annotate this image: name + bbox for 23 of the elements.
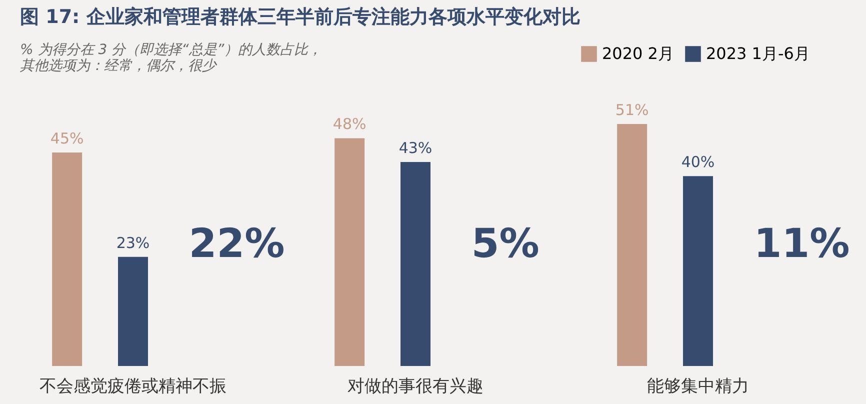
data-label: 40%: [681, 153, 715, 172]
bar: [400, 162, 430, 366]
bar: [617, 124, 648, 366]
bar: [334, 138, 365, 366]
data-label: 23%: [116, 234, 150, 252]
x-tick-label: 能够集中精力: [647, 376, 749, 396]
data-label: 48%: [332, 115, 366, 134]
data-label: 43%: [398, 138, 432, 157]
bar: [683, 176, 713, 366]
data-label: 45%: [50, 129, 84, 148]
bar: [118, 256, 148, 366]
text: 其他选项为：经常，偶尔，很少: [20, 58, 216, 74]
annotation: 22%: [188, 221, 285, 267]
annotation: 5%: [471, 221, 540, 267]
legend-label: 2023 1月-6月: [706, 44, 810, 63]
bar: [52, 152, 82, 366]
x-tick-label: 不会感觉疲倦或精神不振: [40, 376, 226, 396]
legend-label: 2020 2月: [602, 44, 674, 63]
chart-title: 图 17: 企业家和管理者群体三年半前后专注能力各项水平变化对比: [20, 6, 580, 28]
text: % 为得分在 3 分（即选择“总是”）的人数占比，: [20, 42, 322, 58]
data-label: 51%: [615, 100, 649, 119]
x-tick-label: 对做的事很有兴趣: [348, 376, 484, 396]
annotation: 11%: [754, 221, 850, 267]
